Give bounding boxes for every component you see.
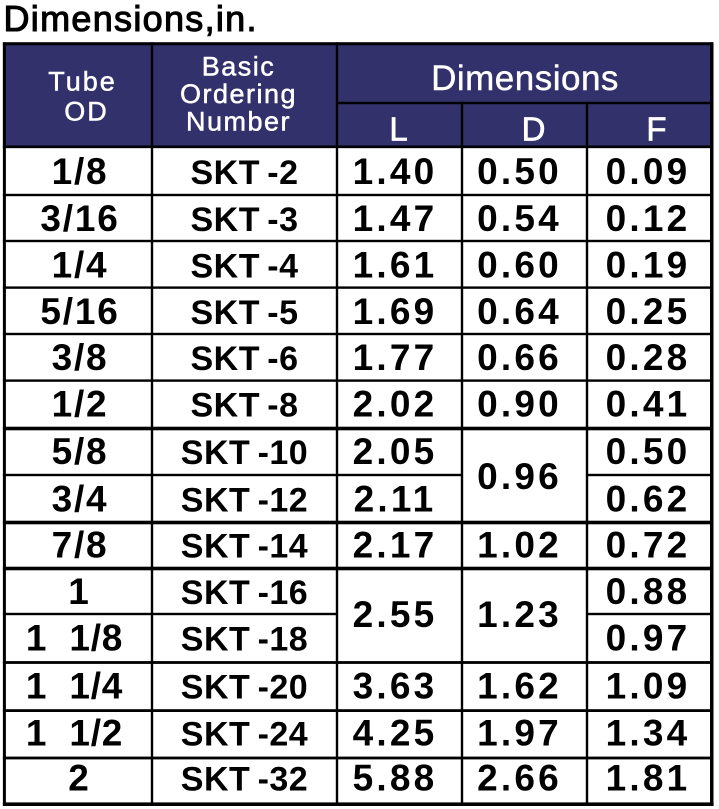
svg-text:1.69: 1.69 [353, 291, 438, 332]
svg-text:3/16: 3/16 [40, 198, 119, 239]
svg-text:SKT -14: SKT -14 [181, 528, 308, 566]
svg-text:5/16: 5/16 [40, 291, 119, 332]
svg-text:2.11: 2.11 [354, 479, 437, 520]
svg-text:1/4: 1/4 [52, 245, 109, 286]
svg-text:SKT -18: SKT -18 [181, 620, 308, 658]
svg-text:0.88: 0.88 [606, 571, 691, 612]
svg-text:SKT -8: SKT -8 [190, 386, 298, 424]
svg-text:1/8: 1/8 [52, 151, 109, 192]
svg-text:0.66: 0.66 [477, 337, 562, 378]
svg-text:2.66: 2.66 [477, 757, 562, 798]
svg-text:1.47: 1.47 [353, 198, 438, 239]
svg-text:Dimensions: Dimensions [431, 59, 619, 98]
svg-text:3.63: 3.63 [353, 666, 438, 707]
svg-text:1 1/4: 1 1/4 [26, 666, 123, 707]
svg-text:1 1/2: 1 1/2 [26, 712, 123, 753]
svg-text:1 1/8: 1 1/8 [26, 617, 123, 658]
svg-text:0.90: 0.90 [477, 383, 562, 424]
svg-text:Dimensions,in.: Dimensions,in. [4, 0, 258, 39]
svg-text:5.88: 5.88 [353, 757, 438, 798]
svg-text:2.05: 2.05 [353, 431, 438, 472]
svg-text:1.77: 1.77 [353, 337, 438, 378]
svg-text:1/2: 1/2 [52, 383, 109, 424]
svg-text:0.12: 0.12 [606, 198, 691, 239]
svg-text:SKT -10: SKT -10 [181, 434, 308, 472]
svg-text:SKT -4: SKT -4 [190, 248, 298, 286]
svg-text:2.17: 2.17 [353, 525, 438, 566]
svg-text:SKT -16: SKT -16 [181, 574, 308, 612]
svg-text:1.81: 1.81 [606, 757, 691, 798]
svg-text:1.34: 1.34 [606, 712, 691, 753]
svg-text:SKT -32: SKT -32 [181, 760, 308, 798]
svg-text:Number: Number [186, 107, 291, 137]
svg-text:0.09: 0.09 [606, 151, 691, 192]
svg-text:L: L [389, 111, 407, 148]
svg-text:1.40: 1.40 [353, 151, 438, 192]
svg-text:SKT -24: SKT -24 [181, 715, 308, 753]
svg-text:1.09: 1.09 [606, 666, 691, 707]
svg-text:0.72: 0.72 [606, 525, 691, 566]
svg-text:3/4: 3/4 [52, 479, 109, 520]
svg-text:SKT -20: SKT -20 [181, 669, 308, 707]
svg-text:1.02: 1.02 [477, 525, 562, 566]
svg-text:D: D [522, 111, 546, 148]
svg-text:0.60: 0.60 [477, 245, 562, 286]
svg-text:F: F [646, 111, 666, 148]
svg-text:0.97: 0.97 [606, 617, 691, 658]
svg-text:0.50: 0.50 [477, 151, 562, 192]
svg-text:1.23: 1.23 [477, 594, 562, 635]
svg-text:1: 1 [68, 571, 89, 612]
svg-text:0.54: 0.54 [477, 198, 562, 239]
svg-text:5/8: 5/8 [52, 431, 109, 472]
svg-text:1.97: 1.97 [477, 712, 562, 753]
svg-text:0.62: 0.62 [606, 479, 691, 520]
svg-text:3/8: 3/8 [52, 337, 109, 378]
svg-text:0.28: 0.28 [606, 337, 691, 378]
svg-text:OD: OD [64, 97, 109, 127]
svg-text:SKT -2: SKT -2 [190, 154, 298, 192]
svg-text:4.25: 4.25 [353, 712, 438, 753]
svg-text:1.62: 1.62 [477, 666, 562, 707]
svg-text:SKT -12: SKT -12 [181, 482, 308, 520]
svg-text:2.55: 2.55 [353, 594, 438, 635]
svg-text:0.96: 0.96 [477, 456, 562, 497]
svg-text:Tube: Tube [48, 67, 117, 97]
svg-text:0.50: 0.50 [606, 431, 691, 472]
svg-text:2.02: 2.02 [353, 383, 438, 424]
svg-text:Ordering: Ordering [180, 79, 297, 109]
svg-text:SKT -5: SKT -5 [190, 294, 298, 332]
svg-text:2: 2 [68, 757, 89, 798]
svg-text:0.64: 0.64 [477, 291, 562, 332]
svg-text:0.25: 0.25 [606, 291, 691, 332]
svg-text:0.19: 0.19 [606, 245, 691, 286]
svg-text:Basic: Basic [202, 52, 276, 82]
svg-text:SKT -3: SKT -3 [190, 201, 298, 239]
svg-text:1.61: 1.61 [353, 245, 438, 286]
svg-text:7/8: 7/8 [52, 525, 109, 566]
svg-text:SKT -6: SKT -6 [190, 340, 298, 378]
svg-text:0.41: 0.41 [606, 383, 691, 424]
